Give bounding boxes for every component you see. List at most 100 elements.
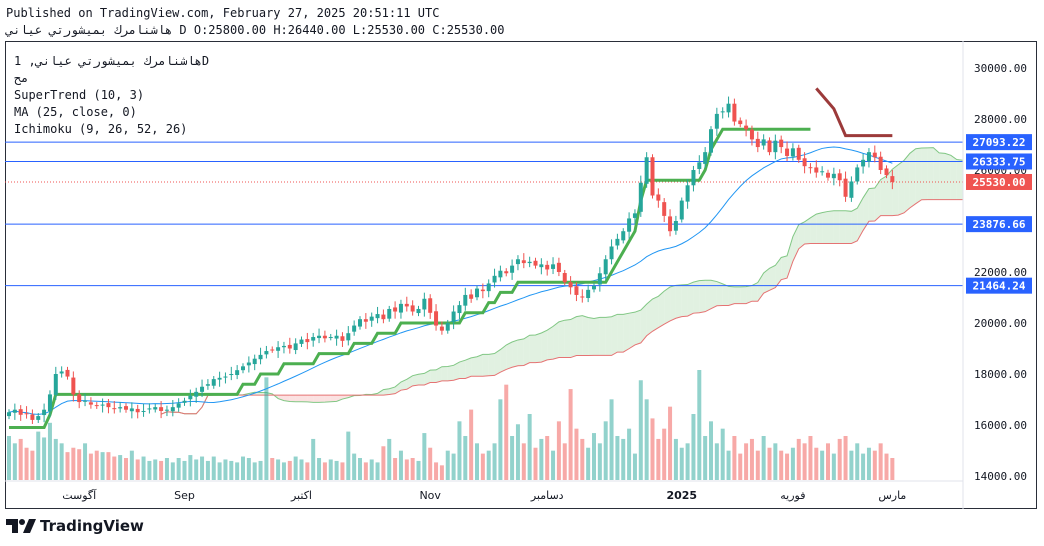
volume-bar: [124, 458, 128, 480]
cloud-segment: [722, 283, 729, 306]
cloud-segment: [535, 333, 542, 363]
cloud-segment: [675, 284, 682, 319]
candle-body: [53, 374, 58, 395]
volume-bar: [340, 462, 345, 480]
candle-body: [124, 406, 128, 410]
cloud-segment: [453, 362, 460, 381]
cloud-segment: [541, 330, 548, 363]
cloud-segment: [477, 354, 483, 377]
volume-bar: [170, 462, 175, 480]
volume-bar: [843, 436, 848, 480]
volume-bar: [849, 450, 854, 480]
cloud-segment: [705, 280, 711, 312]
candle-body: [176, 403, 181, 408]
volume-bar: [141, 456, 146, 480]
cloud-segment: [319, 395, 325, 403]
volume-bar: [515, 424, 520, 480]
volume-bar: [562, 443, 567, 480]
legend-ma[interactable]: MA (25, close, 0): [14, 105, 137, 119]
cloud-segment: [465, 357, 472, 379]
level-price-label: 25530.00: [973, 176, 1026, 189]
candle-body: [381, 314, 386, 320]
volume-bar: [428, 447, 433, 480]
volume-bar: [539, 438, 544, 480]
x-tick-label: Nov: [419, 489, 441, 502]
cloud-segment: [822, 211, 828, 244]
candle-body: [855, 167, 860, 182]
legend-symbol: هاشنامرك بميشورتي عياني, 1D: [14, 54, 209, 69]
volume-bar: [668, 406, 673, 480]
volume-bar: [299, 459, 304, 480]
cloud-segment: [816, 212, 823, 244]
candle-body: [7, 412, 11, 417]
cloud-segment: [313, 395, 320, 403]
cloud-segment: [898, 160, 905, 216]
candle-body: [790, 148, 795, 157]
cloud-segment: [915, 147, 922, 204]
candle-body: [527, 261, 532, 264]
candle-body: [410, 305, 415, 312]
tradingview-logo[interactable]: TradingView: [6, 517, 144, 535]
volume-bar: [726, 450, 731, 480]
x-tick-label: آگوست: [62, 488, 97, 502]
candle-body: [293, 343, 298, 351]
volume-bar: [129, 450, 134, 480]
volume-bar: [258, 460, 263, 480]
candle-body: [71, 377, 76, 395]
candle-body: [574, 286, 579, 295]
cloud-segment: [927, 147, 934, 200]
x-tick-label: Sep: [174, 489, 195, 502]
cloud-segment: [839, 210, 846, 244]
cloud-segment: [658, 291, 665, 328]
candle-body: [65, 369, 70, 377]
candle-body: [223, 376, 228, 378]
x-tick-label: 2025: [666, 489, 697, 502]
volume-bar: [790, 447, 795, 480]
cloud-segment: [693, 280, 700, 314]
volume-bar: [18, 438, 23, 480]
senkou-span-a: [160, 147, 963, 415]
cloud-segment: [289, 395, 296, 402]
cloud-segment: [383, 388, 390, 396]
cloud-segment: [763, 268, 770, 294]
volume-bar: [662, 428, 667, 480]
candle-body: [480, 289, 485, 292]
volume-bar: [679, 447, 684, 480]
volume-bar: [796, 438, 801, 480]
volume-bar: [352, 453, 357, 480]
y-tick-label: 28000.00: [974, 113, 1027, 126]
symbol-ohlc-line: هاشنامرك بميشورتي عياني D O:25800.00 H:2…: [6, 23, 505, 37]
candle-body: [872, 152, 877, 158]
candle-body: [662, 202, 667, 216]
cloud-segment: [904, 153, 910, 213]
volume-bar: [457, 421, 462, 480]
candle-body: [404, 303, 409, 307]
cloud-segment: [500, 344, 507, 373]
candle-body: [281, 345, 286, 348]
candle-body: [656, 194, 661, 201]
legend-supertrend[interactable]: SuperTrend (10, 3): [14, 88, 144, 102]
cloud-segment: [769, 265, 776, 291]
legend-ichimoku[interactable]: Ichimoku (9, 26, 52, 26): [14, 122, 187, 136]
cloud-segment: [517, 338, 524, 366]
candle-body: [363, 319, 368, 322]
volume-bar: [568, 389, 573, 480]
candle-body: [100, 404, 105, 406]
cloud-segment: [588, 317, 594, 356]
volume-bar: [469, 409, 474, 480]
volume-bar: [785, 453, 790, 480]
candle-body: [586, 289, 591, 299]
cloud-segment: [611, 314, 618, 356]
price-chart[interactable]: 14000.00 16000.00 18000.00 20000.00 22000.00…: [5, 41, 1037, 509]
volume-bar: [375, 462, 380, 480]
candle-body: [36, 416, 41, 420]
volume-bar: [632, 453, 637, 480]
candle-body: [77, 394, 82, 403]
time-axis: آگوست Sep اکتبر Nov دسامبر 2025 فوریه مارس: [5, 480, 963, 502]
volume-bar: [246, 458, 251, 480]
cloud-segment: [863, 188, 869, 231]
candle-body: [88, 402, 93, 405]
level-price-label: 26333.75: [973, 155, 1026, 168]
volume-bar: [281, 462, 286, 480]
candle-body: [568, 282, 573, 288]
